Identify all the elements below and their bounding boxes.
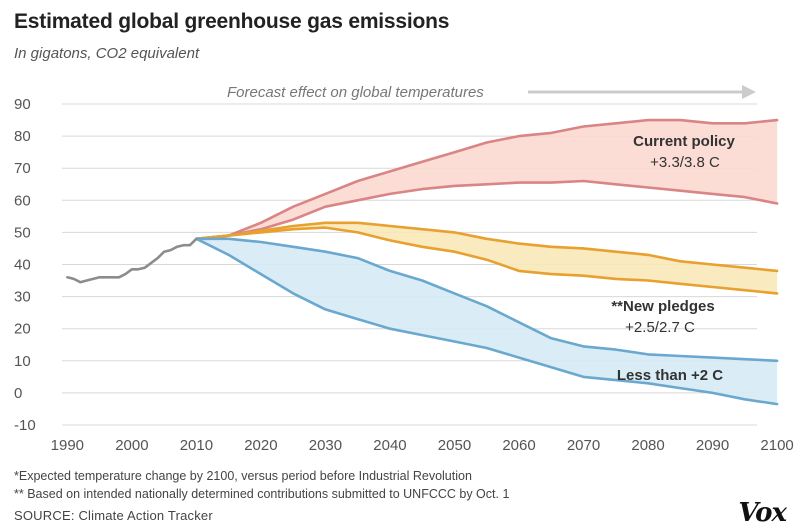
- y-tick-70: 70: [14, 160, 31, 177]
- new-pledges-band: [196, 222, 778, 294]
- new-pledges-upper-line: [195, 221, 779, 273]
- forecast-arrow-head: [742, 85, 756, 99]
- y-tick-10: 10: [14, 353, 31, 370]
- x-tick-2020: 2020: [244, 437, 277, 454]
- x-tick-2010: 2010: [180, 437, 213, 454]
- source-credit: SOURCE: Climate Action Tracker: [14, 508, 213, 523]
- x-tick-2040: 2040: [373, 437, 406, 454]
- chart-title: Estimated global greenhouse gas emission…: [14, 10, 450, 33]
- y-tick-20: 20: [14, 321, 31, 338]
- x-tick-1990: 1990: [51, 437, 84, 454]
- less-than-2c-band: [196, 238, 778, 405]
- current-policy-value: +3.3/3.8 C: [650, 154, 720, 171]
- chart-subtitle: In gigatons, CO2 equivalent: [14, 45, 200, 62]
- y-tick-80: 80: [14, 128, 31, 145]
- y-tick-50: 50: [14, 224, 31, 241]
- y-tick-40: 40: [14, 257, 31, 274]
- x-tick-2050: 2050: [438, 437, 471, 454]
- x-tick-2070: 2070: [567, 437, 600, 454]
- current-policy-label: Current policy: [633, 133, 735, 150]
- y-tick--10: -10: [14, 417, 36, 434]
- series-lines: [66, 118, 779, 406]
- current-policy-upper-line: [195, 118, 779, 241]
- less-than-2c-upper-line: [195, 237, 779, 363]
- less-than-2c-lower-line: [195, 237, 779, 406]
- annotations: Forecast effect on global temperatures C…: [227, 84, 756, 384]
- new-pledges-label: **New pledges: [611, 298, 714, 315]
- new-pledges-value: +2.5/2.7 C: [625, 319, 695, 336]
- y-tick-60: 60: [14, 192, 31, 209]
- x-tick-2080: 2080: [631, 437, 664, 454]
- vox-logo: Vox: [738, 498, 787, 528]
- x-tick-2100: 2100: [760, 437, 793, 454]
- new-pledges-lower-line: [195, 226, 779, 295]
- y-tick-30: 30: [14, 289, 31, 306]
- current-policy-band: [196, 120, 778, 239]
- less-than-2c-label: Less than +2 C: [617, 367, 723, 384]
- footnote-expected: *Expected temperature change by 2100, ve…: [14, 469, 472, 483]
- x-tick-2060: 2060: [502, 437, 535, 454]
- forecast-bands: [196, 120, 778, 405]
- forecast-label: Forecast effect on global temperatures: [227, 84, 484, 101]
- y-tick-0: 0: [14, 385, 22, 402]
- y-tick-90: 90: [14, 96, 31, 113]
- x-tick-2000: 2000: [115, 437, 148, 454]
- footnote-based-on: ** Based on intended nationally determin…: [14, 487, 510, 501]
- x-tick-2030: 2030: [309, 437, 342, 454]
- historical-line: [66, 237, 198, 284]
- current-policy-lower-line: [195, 179, 779, 241]
- x-tick-2090: 2090: [696, 437, 729, 454]
